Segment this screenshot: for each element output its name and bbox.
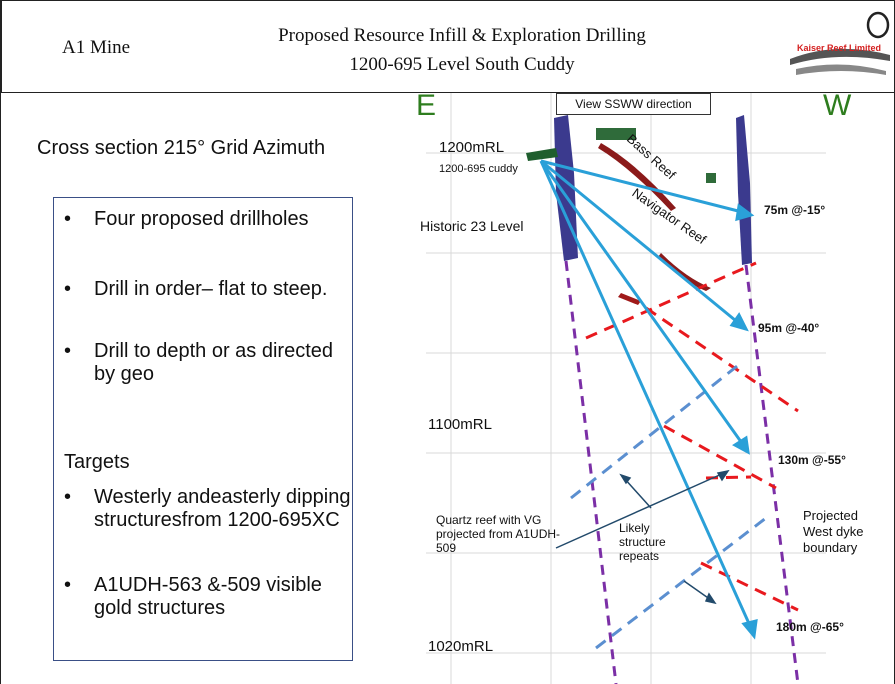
workings: [596, 128, 636, 140]
bullet-box: Four proposed drillholes Drill in order–…: [53, 197, 353, 661]
header: A1 Mine Proposed Resource Infill & Explo…: [1, 0, 895, 93]
dyke-boundary-east: [564, 260, 618, 684]
mine-name: A1 Mine: [62, 37, 131, 58]
slide-title: Proposed Resource Infill & Exploration D…: [182, 21, 742, 79]
rl-1100-label: 1100mRL: [428, 416, 492, 433]
historic-level-label: Historic 23 Level: [420, 218, 524, 234]
east-dyke-body: [554, 115, 578, 261]
hole-label-1: 75m @-15°: [764, 203, 826, 217]
drillholes: [539, 159, 758, 640]
view-direction-box: View SSWW direction: [556, 93, 711, 115]
blue-structures: [570, 361, 767, 650]
target-item: Westerly andeasterly dipping structuresf…: [54, 486, 352, 532]
bullet-item: Drill in order– flat to steep.: [54, 278, 352, 301]
targets-heading: Targets: [64, 451, 130, 473]
section-drawing: [426, 93, 826, 684]
hole-label-2: 95m @-40°: [758, 321, 820, 335]
dyke-boundary-west: [744, 264, 800, 684]
quartz-reef-note: Quartz reef with VG projected from A1UDH…: [436, 513, 561, 555]
navigator-reef: [618, 293, 641, 305]
logo-graphic: Kaiser Reef Limited: [790, 11, 890, 75]
navigator-reef: [658, 253, 711, 291]
workings: [526, 148, 558, 161]
title-line-1: Proposed Resource Infill & Exploration D…: [278, 25, 646, 46]
likely-repeats-note: Likely structure repeats: [619, 521, 666, 563]
annotation-arrows: [555, 469, 730, 605]
bullet-item: Four proposed drillholes: [54, 208, 352, 231]
rl-1200-label: 1200mRL: [439, 139, 505, 156]
cross-section-diagram: E W View SSWW direction 1200mRL 1200-695…: [406, 89, 895, 684]
east-label: E: [416, 89, 437, 122]
title-line-2: 1200-695 Level South Cuddy: [349, 54, 575, 75]
hole-label-3: 130m @-55°: [778, 453, 846, 467]
bass-reef: [598, 143, 676, 211]
section-title: Cross section 215° Grid Azimuth: [37, 137, 326, 159]
west-label: W: [823, 89, 852, 122]
svg-text:Kaiser Reef Limited: Kaiser Reef Limited: [797, 43, 881, 53]
rl-1020-label: 1020mRL: [428, 638, 494, 655]
workings: [706, 173, 716, 183]
west-dyke-body: [736, 115, 752, 265]
cuddy-label: 1200-695 cuddy: [439, 163, 518, 175]
dyke-boundary-note: Projected West dyke boundary: [803, 508, 864, 555]
company-logo: Kaiser Reef Limited: [786, 11, 892, 89]
bullet-item: Drill to depth or as directed by geo: [54, 340, 352, 386]
target-item: A1UDH-563 &-509 visible gold structures: [54, 574, 352, 620]
hole-label-4: 180m @-65°: [776, 620, 844, 634]
